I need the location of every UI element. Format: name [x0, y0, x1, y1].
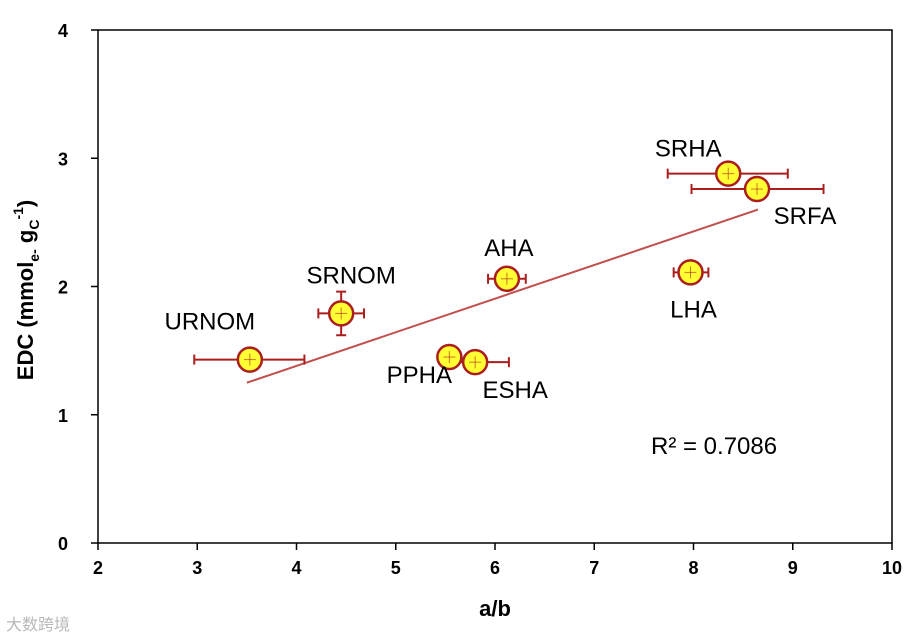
point-label-ppha: PPHA [387, 362, 452, 389]
x-tick-label: 2 [93, 558, 103, 578]
point-label-aha: AHA [484, 235, 533, 262]
y-axis-title-prefix: EDC (mmol [13, 262, 38, 381]
r-squared-annotation: R² = 0.7086 [651, 433, 777, 460]
trendline [246, 208, 759, 384]
point-label-srha: SRHA [655, 136, 722, 163]
point-label-urnom: URNOM [165, 309, 256, 336]
point-label-srfa: SRFA [774, 203, 837, 230]
y-tick-label: 3 [58, 149, 68, 169]
point-label-esha: ESHA [482, 377, 547, 404]
y-axis-title-sub1: e- [26, 249, 42, 262]
point-labels: URNOM SRNOM PPHA ESHA AHA LHA SRHA SRFA [165, 136, 837, 405]
x-tick-label: 10 [882, 558, 902, 578]
x-tick-label: 8 [688, 558, 698, 578]
y-axis-title: EDC (mmole- gC-1) [10, 200, 42, 380]
watermark: 大数跨境 [6, 615, 71, 634]
axis-ticks: 2 3 4 5 6 7 8 9 10 0 1 2 3 4 [58, 21, 902, 578]
plot-area [97, 29, 893, 544]
y-tick-label: 0 [58, 534, 68, 554]
y-axis-title-suffix: ) [13, 200, 38, 207]
x-tick-label: 5 [391, 558, 401, 578]
point-label-srnom: SRNOM [306, 262, 395, 289]
x-tick-label: 4 [291, 558, 301, 578]
y-axis-title-sup: -1 [10, 207, 26, 220]
trendline-group [246, 208, 759, 384]
point-label-lha: LHA [670, 296, 717, 323]
data-points [236, 160, 771, 376]
y-tick-label: 1 [58, 406, 68, 426]
x-tick-label: 3 [192, 558, 202, 578]
y-tick-label: 2 [58, 278, 68, 298]
x-tick-label: 6 [490, 558, 500, 578]
x-tick-label: 9 [788, 558, 798, 578]
y-axis-title-middle: g [13, 230, 38, 250]
x-tick-label: 7 [589, 558, 599, 578]
y-tick-label: 4 [58, 21, 68, 41]
y-axis-title-sub2: C [26, 220, 42, 230]
x-axis-title: a/b [479, 596, 511, 621]
